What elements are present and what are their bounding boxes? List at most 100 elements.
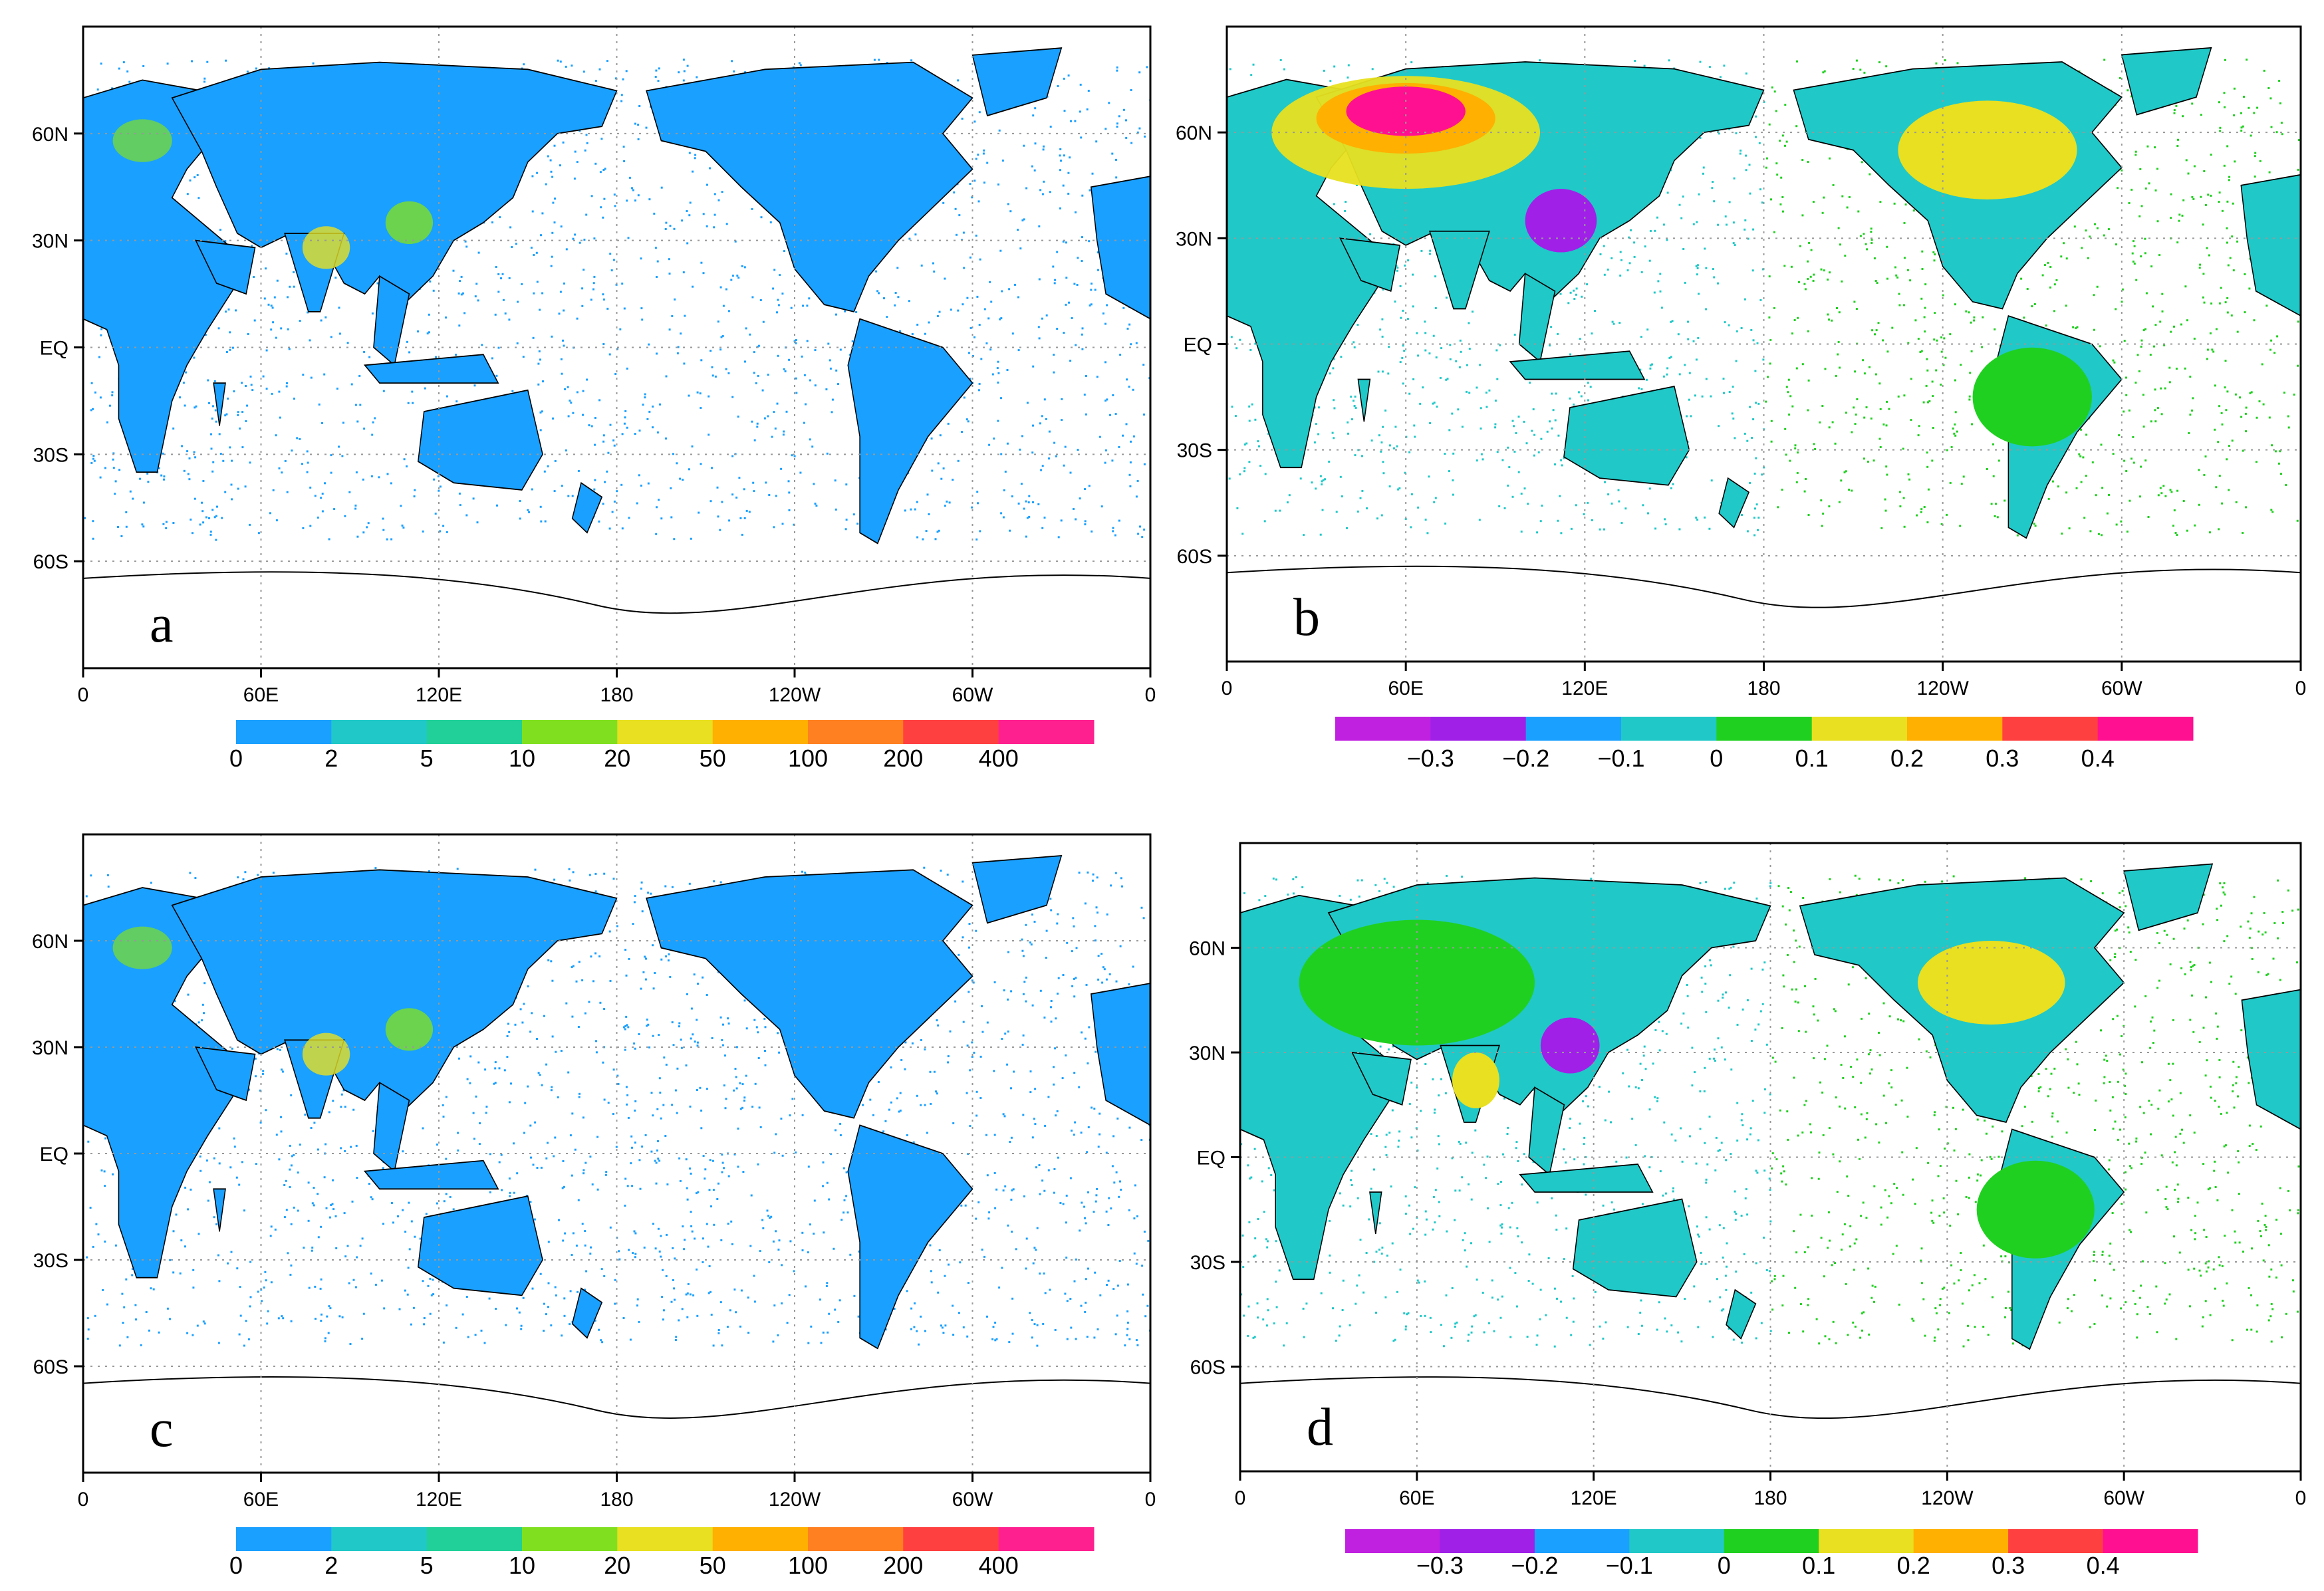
scatter-dot [1012,1188,1015,1191]
scatter-dot [1551,392,1553,395]
scatter-dot [1926,465,1929,468]
scatter-dot [2293,394,2295,396]
scatter-dot [1104,449,1107,451]
scatter-dot [1248,420,1251,422]
scatter-dot [1063,464,1065,467]
scatter-dot [350,1146,352,1148]
scatter-dot [706,1088,708,1090]
scatter-dot [749,333,751,336]
scatter-dot [656,1149,658,1152]
scatter-dot [147,481,150,483]
scatter-dot [1081,1031,1083,1034]
scatter-dot [977,154,979,156]
scatter-dot [227,398,229,400]
scatter-dot [624,416,626,419]
scatter-dot [969,256,971,259]
scatter-dot [422,530,424,533]
scatter-dot [632,923,634,925]
scatter-dot [2156,168,2158,170]
scatter-dot [1557,519,1559,522]
scatter-dot [1728,324,1730,326]
scatter-dot [795,377,797,380]
scatter-dot [477,1061,480,1064]
scatter-dot [1063,332,1065,334]
scatter-dot [1143,414,1145,416]
scatter-dot [356,535,359,538]
scatter-dot [626,199,628,202]
scatter-dot [2212,350,2215,353]
scatter-dot [1126,1328,1129,1330]
scatter-dot [1949,333,1952,336]
scatter-dot [2215,486,2218,489]
scatter-dot [233,1146,236,1148]
scatter-dot [1722,378,1725,380]
scatter-dot [1554,419,1557,422]
scatter-dot [348,491,351,493]
scatter-dot [1795,125,1798,128]
scatter-dot [2297,364,2299,367]
scatter-dot [446,1304,448,1306]
scatter-dot [628,517,630,519]
scatter-dot [2063,242,2065,245]
scatter-dot [717,1332,720,1334]
scatter-dot [852,513,855,516]
scatter-dot [2138,215,2141,217]
scatter-dot [356,420,359,423]
scatter-dot [1494,426,1497,429]
scatter-dot [270,328,273,331]
scatter-dot [1485,392,1487,394]
scatter-dot [297,1209,299,1212]
scatter-dot [1618,322,1621,324]
scatter-dot [1702,172,1704,175]
scatter-dot [86,1338,89,1340]
scatter-dot [658,1077,661,1080]
scatter-dot [973,336,975,338]
scatter-dot [686,242,689,245]
scatter-dot [634,1142,636,1144]
scatter-dot [702,272,705,275]
scatter-dot [237,414,239,416]
scatter-dot [778,1051,781,1054]
scatter-dot [1990,503,1993,505]
scatter-dot [2125,470,2128,472]
scatter-dot [1393,447,1395,449]
scatter-dot [1239,473,1241,475]
scatter-dot [539,1273,542,1275]
scatter-dot [265,1279,267,1282]
scatter-dot [1328,460,1331,463]
lat-tick-label: 60S [33,551,68,573]
scatter-dot [428,313,430,316]
scatter-dot [1554,463,1556,465]
scatter-dot [1093,1211,1095,1213]
scatter-dot [2200,114,2202,116]
scatter-dot [2140,339,2143,342]
scatter-dot [1525,442,1528,445]
scatter-dot [1382,461,1384,463]
scatter-dot [622,78,624,80]
scatter-dot [1346,527,1348,529]
scatter-dot [1619,251,1622,253]
scatter-dot [1567,302,1570,305]
scatter-dot [674,298,676,301]
scatter-dot [2156,407,2159,410]
scatter-dot [1775,162,1778,165]
scatter-dot [1379,328,1382,331]
scatter-dot [591,1183,594,1185]
scatter-dot [1586,283,1589,286]
scatter-dot [218,1280,221,1283]
scatter-dot [241,446,244,449]
scatter-dot [270,1281,273,1284]
scatter-dot [276,1048,279,1050]
scatter-dot [655,69,658,72]
scatter-dot [539,308,541,311]
scatter-dot [555,1294,557,1296]
scatter-dot [1002,1189,1005,1192]
scatter-dot [201,501,203,504]
scatter-dot [1909,279,1912,282]
scatter-dot [1918,425,1920,428]
scatter-dot [1125,119,1127,122]
scatter-dot [973,120,976,123]
scatter-dot [736,275,739,277]
scatter-dot [463,312,466,314]
scatter-dot [1066,1338,1069,1340]
